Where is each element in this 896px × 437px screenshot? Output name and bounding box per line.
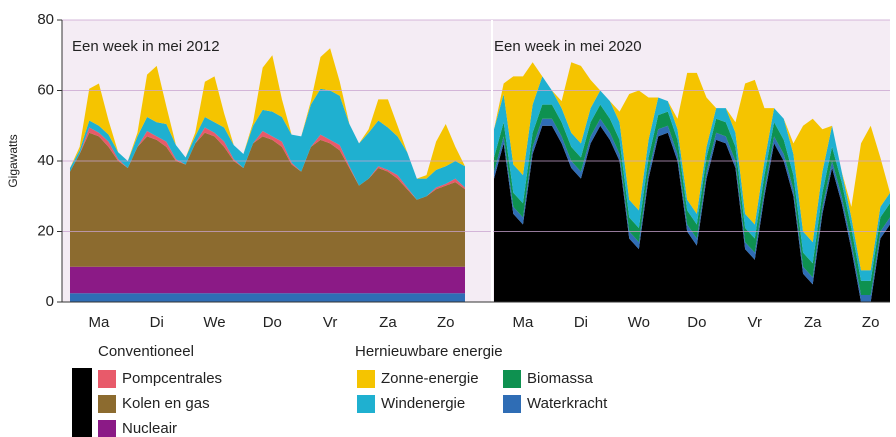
x-tick-label: We — [203, 314, 225, 331]
y-axis-label: Gigawatts — [6, 134, 20, 187]
legend-swatch — [357, 370, 375, 388]
legend-swatch — [98, 370, 116, 388]
x-tick-label: Ma — [513, 314, 534, 331]
legend-swatch — [503, 395, 521, 413]
legend-group-title: Conventioneel — [98, 343, 194, 360]
x-tick-label: Zo — [862, 314, 880, 331]
x-tick-label: Za — [379, 314, 397, 331]
y-tick-label: 0 — [46, 293, 54, 310]
area — [494, 125, 890, 302]
y-tick-label: 80 — [37, 11, 54, 28]
legend-label: Zonne-energie — [381, 370, 479, 387]
legend-swatch — [503, 370, 521, 388]
x-tick-label: Do — [687, 314, 706, 331]
x-tick-label: Ma — [88, 314, 109, 331]
y-tick-label: 20 — [37, 222, 54, 239]
x-tick-label: Zo — [437, 314, 455, 331]
legend-group-title: Hernieuwbare energie — [355, 343, 503, 360]
x-tick-label: Di — [574, 314, 588, 331]
legend-label: Nucleair — [122, 420, 177, 437]
legend-label: Windenergie — [381, 395, 465, 412]
legend-label: Kolen en gas — [122, 395, 210, 412]
legend-swatch — [98, 420, 116, 437]
y-tick-label: 40 — [37, 152, 54, 169]
legend-label: Waterkracht — [527, 395, 608, 412]
x-tick-label: Wo — [628, 314, 650, 331]
legend-swatch — [98, 395, 116, 413]
x-tick-label: Vr — [748, 314, 762, 331]
legend-label: Pompcentrales — [122, 370, 222, 387]
panel-subtitle: Een week in mei 2012 — [72, 38, 220, 55]
area — [70, 88, 465, 200]
area — [70, 266, 465, 294]
x-tick-label: Di — [150, 314, 164, 331]
area — [70, 293, 465, 302]
y-tick-label: 60 — [37, 81, 54, 98]
legend-label: Biomassa — [527, 370, 594, 387]
legend-swatch — [72, 368, 92, 437]
area — [70, 48, 465, 179]
x-tick-label: Za — [804, 314, 822, 331]
x-tick-label: Do — [263, 314, 282, 331]
panel-subtitle: Een week in mei 2020 — [494, 38, 642, 55]
legend-swatch — [357, 395, 375, 413]
area — [494, 62, 890, 271]
area — [70, 132, 465, 267]
x-tick-label: Vr — [323, 314, 337, 331]
